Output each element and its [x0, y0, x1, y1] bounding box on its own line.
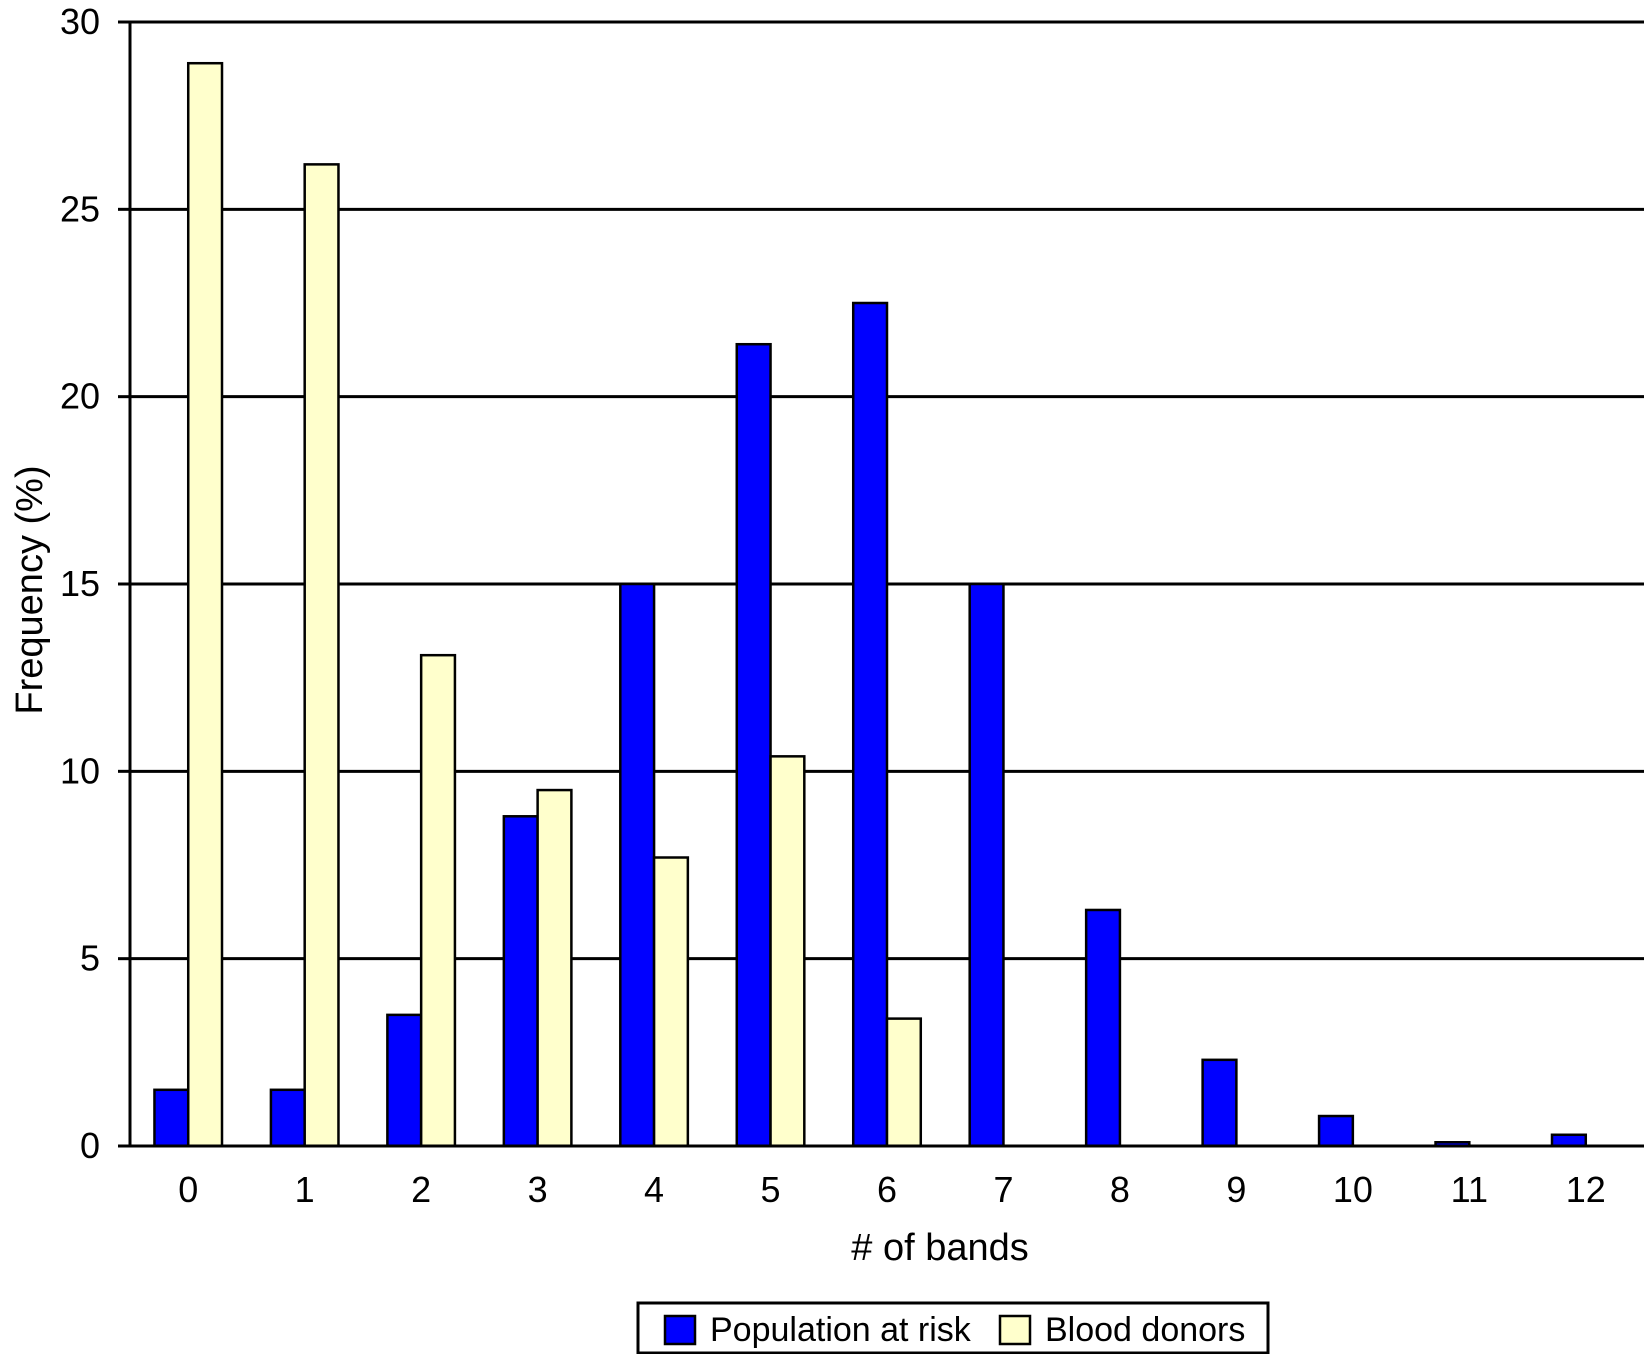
legend: Population at risk Blood donors	[636, 1301, 1270, 1354]
bar-population-at-risk	[1550, 1133, 1588, 1148]
x-tick-label: 7	[993, 1169, 1013, 1210]
y-tick-label: 20	[60, 376, 100, 417]
x-tick-labels: 0 1 2 3 4 5 6 7 8 9 10 11 12	[178, 1169, 1606, 1210]
x-tick-label: 11	[1451, 1169, 1488, 1210]
bar-population-at-risk	[1084, 908, 1122, 1148]
bar-blood-donors	[186, 61, 224, 1148]
bar-blood-donors	[536, 788, 573, 1148]
x-tick-label: 9	[1226, 1169, 1246, 1210]
x-tick-label: 6	[877, 1169, 897, 1210]
bar-blood-donors	[769, 755, 806, 1148]
x-tick-label: 10	[1333, 1169, 1373, 1210]
bar-blood-donors	[419, 653, 457, 1148]
bar-population-at-risk	[502, 815, 539, 1148]
y-tick-label: 15	[60, 563, 100, 604]
legend-frame	[636, 1301, 1270, 1354]
y-tick-label: 25	[60, 188, 100, 229]
x-tick-label: 8	[1110, 1169, 1130, 1210]
legend-swatch-population-at-risk	[663, 1314, 697, 1346]
x-tick-label: 2	[411, 1169, 431, 1210]
y-axis-title: Frequency (%)	[9, 465, 51, 714]
x-tick-label: 4	[644, 1169, 664, 1210]
axes	[118, 20, 1644, 1148]
x-tick-label: 5	[761, 1169, 781, 1210]
y-tick-label: 10	[60, 750, 100, 791]
x-axis-title: # of bands	[851, 1227, 1028, 1269]
bar-blood-donors	[303, 163, 340, 1148]
bar-population-at-risk	[968, 582, 1005, 1148]
bar-population-at-risk	[1201, 1058, 1238, 1148]
legend-swatch-blood-donors	[998, 1314, 1032, 1346]
legend-label-population-at-risk: Population at risk	[710, 1311, 972, 1349]
bars	[153, 61, 1588, 1148]
x-tick-label: 0	[178, 1169, 198, 1210]
x-tick-label: 1	[295, 1169, 315, 1210]
x-tick-label: 3	[528, 1169, 548, 1210]
x-tick-label: 12	[1566, 1169, 1606, 1210]
bar-population-at-risk	[851, 301, 889, 1148]
bar-population-at-risk	[153, 1088, 190, 1148]
bar-population-at-risk	[619, 582, 656, 1148]
bar-population-at-risk	[269, 1088, 306, 1148]
bar-blood-donors	[652, 856, 690, 1148]
y-tick-label: 30	[60, 1, 100, 42]
bar-blood-donors	[885, 1017, 923, 1148]
y-tick-label: 5	[80, 938, 100, 979]
bar-population-at-risk	[1317, 1114, 1355, 1148]
y-tick-label: 0	[80, 1125, 100, 1166]
y-tick-labels: 0 5 10 15 20 25 30	[60, 1, 100, 1166]
legend-label-blood-donors: Blood donors	[1045, 1311, 1245, 1349]
bar-population-at-risk	[386, 1013, 423, 1148]
bar-population-at-risk	[735, 342, 772, 1148]
